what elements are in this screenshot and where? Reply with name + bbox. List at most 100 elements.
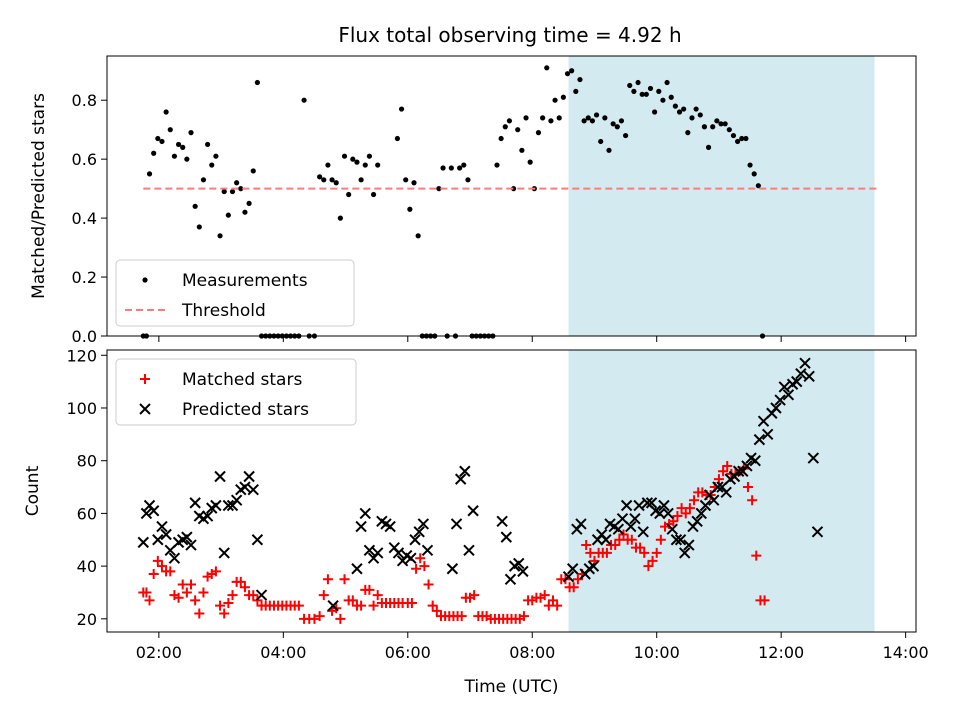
predicted-stars-point <box>147 505 160 517</box>
y-tick-label: 40 <box>77 557 97 576</box>
matched-stars-point <box>406 598 417 609</box>
matched-stars-point <box>215 600 226 611</box>
top-panel: 0.0 0.2 0.4 0.6 0.8 Matched/Predicted stars Me… <box>29 55 917 346</box>
predicted-stars-point <box>371 547 384 559</box>
matched-stars-point <box>568 582 579 593</box>
plot-area <box>140 65 880 339</box>
matched-stars-point <box>165 566 176 577</box>
predicted-stars-point <box>708 494 720 506</box>
matched-stars-point <box>655 534 666 545</box>
x-tick-label: 12:00 <box>758 643 804 662</box>
predicted-stars-point <box>625 520 637 533</box>
predicted-stars-point <box>695 507 708 520</box>
legend-matched-swatch <box>140 374 150 384</box>
matched-stars-point <box>759 595 770 606</box>
measurement-point <box>301 97 307 103</box>
x-tick-label: 14:00 <box>883 643 929 662</box>
predicted-stars-point <box>168 552 181 564</box>
y-tick-label: 120 <box>66 346 97 365</box>
predicted-stars-point <box>778 381 790 393</box>
matched-stars-point <box>672 511 683 522</box>
legend-label: Predicted stars <box>182 400 309 420</box>
measurement-point <box>448 165 454 171</box>
predicted-stars-point <box>699 499 712 512</box>
measurement-point <box>506 118 513 124</box>
matched-stars-point <box>742 482 753 493</box>
measurement-point <box>598 138 604 145</box>
measurement-point <box>593 112 600 118</box>
measurement-point <box>337 215 343 221</box>
predicted-stars-point <box>741 460 753 472</box>
predicted-stars-point <box>160 528 172 541</box>
predicted-stars-point <box>633 499 645 512</box>
axes-frame <box>106 55 917 337</box>
matched-stars-point <box>186 579 197 590</box>
measurement-point <box>743 135 749 142</box>
matched-stars-point <box>210 566 221 577</box>
predicted-stars-point <box>517 565 529 578</box>
predicted-stars-point <box>620 499 633 512</box>
measurement-point <box>510 186 517 192</box>
predicted-stars-point <box>732 465 745 477</box>
measurement-point <box>668 94 674 100</box>
measurement-point <box>498 135 504 142</box>
predicted-stars-point <box>185 539 197 551</box>
predicted-stars-point <box>811 526 824 538</box>
x-axis-label: Time (UTC) <box>464 677 559 697</box>
plot-area <box>137 357 824 624</box>
measurement-point <box>346 191 352 198</box>
matched-stars-point <box>423 579 434 590</box>
measurement-point <box>614 124 620 130</box>
y-tick-label: 100 <box>66 399 97 418</box>
predicted-stars-point <box>421 544 434 557</box>
measurement-point <box>755 183 761 189</box>
matched-stars-point <box>419 561 430 572</box>
predicted-stars-point <box>645 497 658 509</box>
measurement-point <box>329 177 335 183</box>
matched-stars-point <box>227 590 238 601</box>
measurement-point <box>221 188 227 195</box>
x-tick-label: 10:00 <box>634 643 680 662</box>
matched-stars-point <box>368 600 379 611</box>
matched-stars-point <box>173 592 184 603</box>
predicted-stars-point <box>504 573 517 585</box>
matched-stars-point <box>689 495 700 506</box>
x-tick-label: 08:00 <box>509 643 555 662</box>
measurement-point <box>200 177 207 183</box>
measurement-point <box>622 132 629 139</box>
measurement-point <box>213 153 219 159</box>
measurement-point <box>552 97 558 103</box>
predicted-stars-point <box>152 534 164 546</box>
measurement-point <box>560 94 566 100</box>
legend-label: Matched stars <box>182 370 302 390</box>
matched-stars-point <box>431 605 442 616</box>
measurement-point <box>643 91 649 97</box>
predicted-stars-point <box>251 534 264 546</box>
matched-stars-point <box>411 563 422 574</box>
measurement-point <box>540 115 546 121</box>
predicted-stars-point <box>683 539 695 551</box>
predicted-stars-point <box>774 394 786 406</box>
predicted-stars-point <box>222 499 235 512</box>
measurement-point <box>705 144 712 150</box>
measurement-point <box>697 112 703 118</box>
measurement-point <box>631 88 637 94</box>
measurement-point <box>672 103 678 109</box>
measurement-point <box>321 177 327 183</box>
bottom-panel: 20 40 60 80 100 120 02:00 04:00 06:00 08:00 10:00 1… <box>23 346 929 697</box>
measurement-point <box>358 177 364 183</box>
matched-stars-point <box>722 460 733 471</box>
measurement-point <box>701 124 708 130</box>
predicted-stars-point <box>467 505 479 517</box>
measurement-point <box>581 118 587 124</box>
predicted-stars-point <box>799 357 811 369</box>
predicted-stars-point <box>230 494 243 506</box>
legend: Measurements Threshold <box>115 259 355 327</box>
measurement-point <box>180 144 186 150</box>
measurement-point <box>167 127 173 133</box>
measurement-point <box>461 162 467 168</box>
measurement-point <box>238 186 244 192</box>
measurement-point <box>585 115 591 121</box>
matched-stars-point <box>190 595 201 606</box>
measurement-point <box>398 106 405 112</box>
